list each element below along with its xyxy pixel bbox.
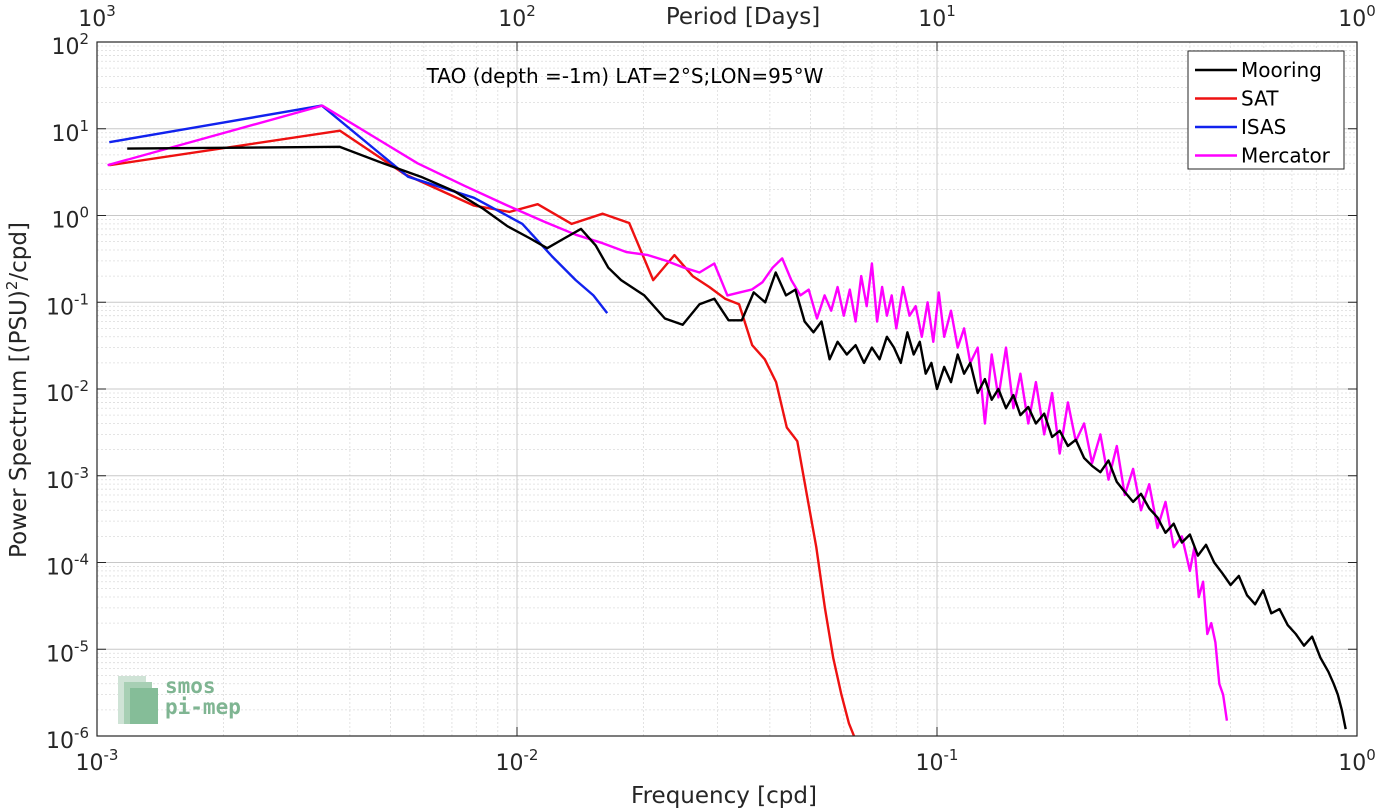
tick-exponent: 1 <box>79 117 89 135</box>
logo-text-smos: smos <box>165 674 216 698</box>
tick-base: 10 <box>51 35 79 60</box>
tick-exponent: -6 <box>74 724 89 742</box>
tick-exponent: 0 <box>1366 2 1376 20</box>
x-tick-label: 10-1 <box>916 746 959 776</box>
top-tick-label: 100 <box>1338 2 1376 32</box>
x-tick-label: 100 <box>1338 746 1376 776</box>
tick-base: 10 <box>498 7 526 32</box>
tick-exponent: -5 <box>74 637 89 655</box>
y-tick-label: 10-6 <box>46 724 89 754</box>
smos-pimep-logo: smos pi-mep <box>118 674 241 724</box>
tick-base: 10 <box>46 382 74 407</box>
tick-exponent: -1 <box>74 290 89 308</box>
logo-text-pimep: pi-mep <box>165 695 241 719</box>
y-axis-label-sup: 2 <box>3 281 21 291</box>
tick-exponent: -4 <box>74 551 89 569</box>
y-tick-label: 10-4 <box>46 551 89 581</box>
tick-base: 10 <box>76 751 104 776</box>
grid <box>96 41 1358 737</box>
tick-base: 10 <box>916 751 944 776</box>
y-tick-label: 10-2 <box>46 377 89 407</box>
tick-exponent: -3 <box>74 464 89 482</box>
tick-base: 10 <box>51 209 79 234</box>
y-axis-label: Power Spectrum [(PSU)2/cpd] <box>3 222 32 558</box>
top-tick-label: 103 <box>78 2 116 32</box>
tick-exponent: -1 <box>944 746 959 764</box>
tick-base: 10 <box>46 556 74 581</box>
tick-exponent: 3 <box>106 2 116 20</box>
legend-label-sat: SAT <box>1241 87 1279 111</box>
chart-title: TAO (depth =-1m) LAT=2°S;LON=95°W <box>426 64 824 88</box>
logo-mark-front <box>130 688 158 724</box>
tick-base: 10 <box>46 469 74 494</box>
x-tick-label: 10-3 <box>76 746 119 776</box>
tick-exponent: 1 <box>946 2 956 20</box>
top-tick-label: 101 <box>918 2 956 32</box>
series-mooring-line <box>127 145 1347 730</box>
y-axis-label-post: /cpd] <box>6 222 32 281</box>
legend-label-isas: ISAS <box>1241 115 1286 139</box>
legend-label-mooring: Mooring <box>1241 58 1322 82</box>
tick-base: 10 <box>496 751 524 776</box>
series-isas-line <box>109 104 609 314</box>
tick-exponent: 2 <box>79 30 89 48</box>
y-tick-label: 10-1 <box>46 290 89 320</box>
x-axis-label: Frequency [cpd] <box>631 783 817 809</box>
y-axis-label-pre: Power Spectrum [(PSU) <box>6 290 32 558</box>
top-axis-label: Period [Days] <box>666 4 820 30</box>
series-mercator-line <box>107 104 1229 721</box>
legend-label-mercator: Mercator <box>1241 144 1331 168</box>
tick-exponent: -3 <box>104 746 119 764</box>
tick-exponent: 2 <box>526 2 536 20</box>
y-tick-label: 102 <box>51 30 89 60</box>
plot-series <box>107 104 1347 736</box>
tick-exponent: -2 <box>524 746 539 764</box>
tick-base: 10 <box>46 295 74 320</box>
legend: Mooring SAT ISAS Mercator <box>1187 50 1345 170</box>
tick-base: 10 <box>1338 751 1366 776</box>
top-tick-label: 102 <box>498 2 536 32</box>
tick-base: 10 <box>78 7 106 32</box>
tick-base: 10 <box>46 729 74 754</box>
x-tick-label: 10-2 <box>496 746 539 776</box>
y-tick-label: 10-3 <box>46 464 89 494</box>
tick-base: 10 <box>918 7 946 32</box>
tick-base: 10 <box>1338 7 1366 32</box>
tick-exponent: -2 <box>74 377 89 395</box>
y-tick-label: 10-5 <box>46 637 89 667</box>
y-tick-label: 100 <box>51 204 89 234</box>
tick-base: 10 <box>46 642 74 667</box>
tick-exponent: 0 <box>1366 746 1376 764</box>
tick-base: 10 <box>51 122 79 147</box>
tick-exponent: 0 <box>79 204 89 222</box>
y-tick-label: 101 <box>51 117 89 147</box>
